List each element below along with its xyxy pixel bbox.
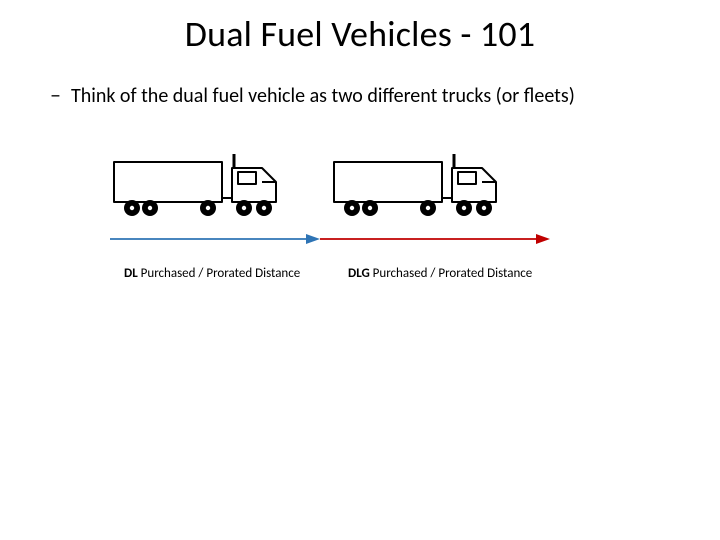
bullet-text: Think of the dual fuel vehicle as two di… [71,85,575,107]
bullet-dash-icon: – [50,84,61,106]
bullet-row: – Think of the dual fuel vehicle as two … [50,84,690,107]
label-left-rest: Purchased / Prorated Distance [138,266,301,281]
truck-left-icon [110,148,290,228]
label-right: DLG Purchased / Prorated Distance [348,266,532,281]
slide-title: Dual Fuel Vehicles - 101 [0,12,720,56]
arrow-left-icon [110,232,320,246]
slide: Dual Fuel Vehicles - 101 – Think of the … [0,0,720,540]
label-left: DL Purchased / Prorated Distance [124,266,300,281]
arrow-right-icon [320,232,550,246]
label-right-bold: DLG [348,266,370,281]
label-left-bold: DL [124,266,138,281]
truck-right-icon [330,148,510,228]
label-right-rest: Purchased / Prorated Distance [370,266,533,281]
